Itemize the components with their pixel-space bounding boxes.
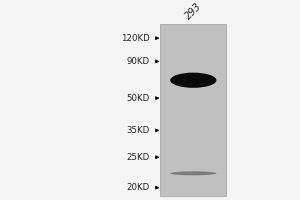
- Text: 90KD: 90KD: [127, 57, 150, 66]
- Text: 25KD: 25KD: [127, 153, 150, 162]
- Text: 35KD: 35KD: [127, 126, 150, 135]
- Bar: [160, 24, 226, 196]
- Text: 20KD: 20KD: [127, 183, 150, 192]
- Text: 50KD: 50KD: [127, 94, 150, 103]
- Ellipse shape: [170, 73, 216, 88]
- Ellipse shape: [170, 171, 216, 175]
- Text: 293: 293: [183, 1, 204, 21]
- Text: 120KD: 120KD: [121, 34, 150, 43]
